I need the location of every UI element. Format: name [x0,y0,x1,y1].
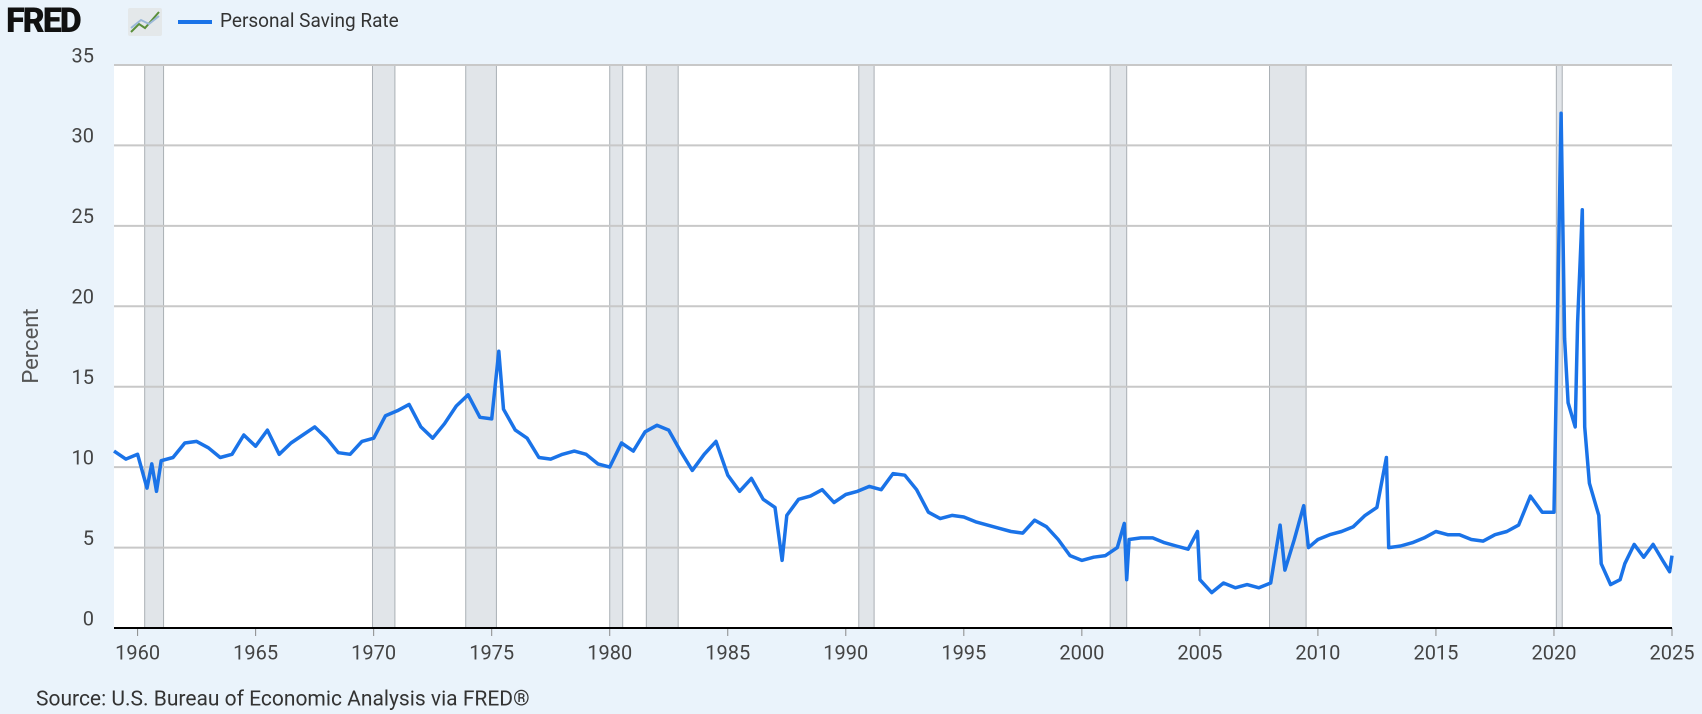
x-tick-label: 2015 [1413,640,1458,664]
x-tick-label: 1975 [469,640,514,664]
x-tick-label: 1965 [233,640,278,664]
recession-band [609,64,624,629]
logo: FRED [6,1,81,41]
x-tick-label: 2010 [1295,640,1340,664]
x-tick-label: 1995 [941,640,986,664]
recession-band [371,64,396,629]
x-tick-label: 2005 [1177,640,1222,664]
x-tick-label: 1960 [115,640,160,664]
y-axis-label: Percent [19,308,44,383]
y-tick-label: 15 [72,365,94,389]
x-tick-label: 1970 [351,640,396,664]
y-tick-label: 10 [72,445,94,469]
series-line [113,111,1674,595]
recession-band [144,64,165,629]
y-tick-label: 35 [72,43,94,67]
recession-band [1269,64,1307,629]
recession-band [645,64,679,629]
y-tick-label: 0 [83,606,94,630]
logo-icon [128,8,162,36]
x-tick-label: 2025 [1650,640,1695,664]
x-tick-label: 1985 [705,640,750,664]
x-tick-label: 1980 [587,640,632,664]
x-tick-label: 1990 [823,640,868,664]
legend-label: Personal Saving Rate [220,9,399,32]
recession-band [858,64,875,629]
y-tick-label: 30 [72,124,94,148]
x-tick-label: 2000 [1059,640,1104,664]
plot-area [114,65,1672,628]
source: Source: U.S. Bureau of Economic Analysis… [36,688,530,712]
x-tick-label: 2020 [1531,640,1576,664]
recession-band [465,64,497,629]
y-tick-label: 20 [72,285,94,309]
y-tick-label: 25 [72,204,94,228]
y-tick-label: 5 [83,526,94,550]
